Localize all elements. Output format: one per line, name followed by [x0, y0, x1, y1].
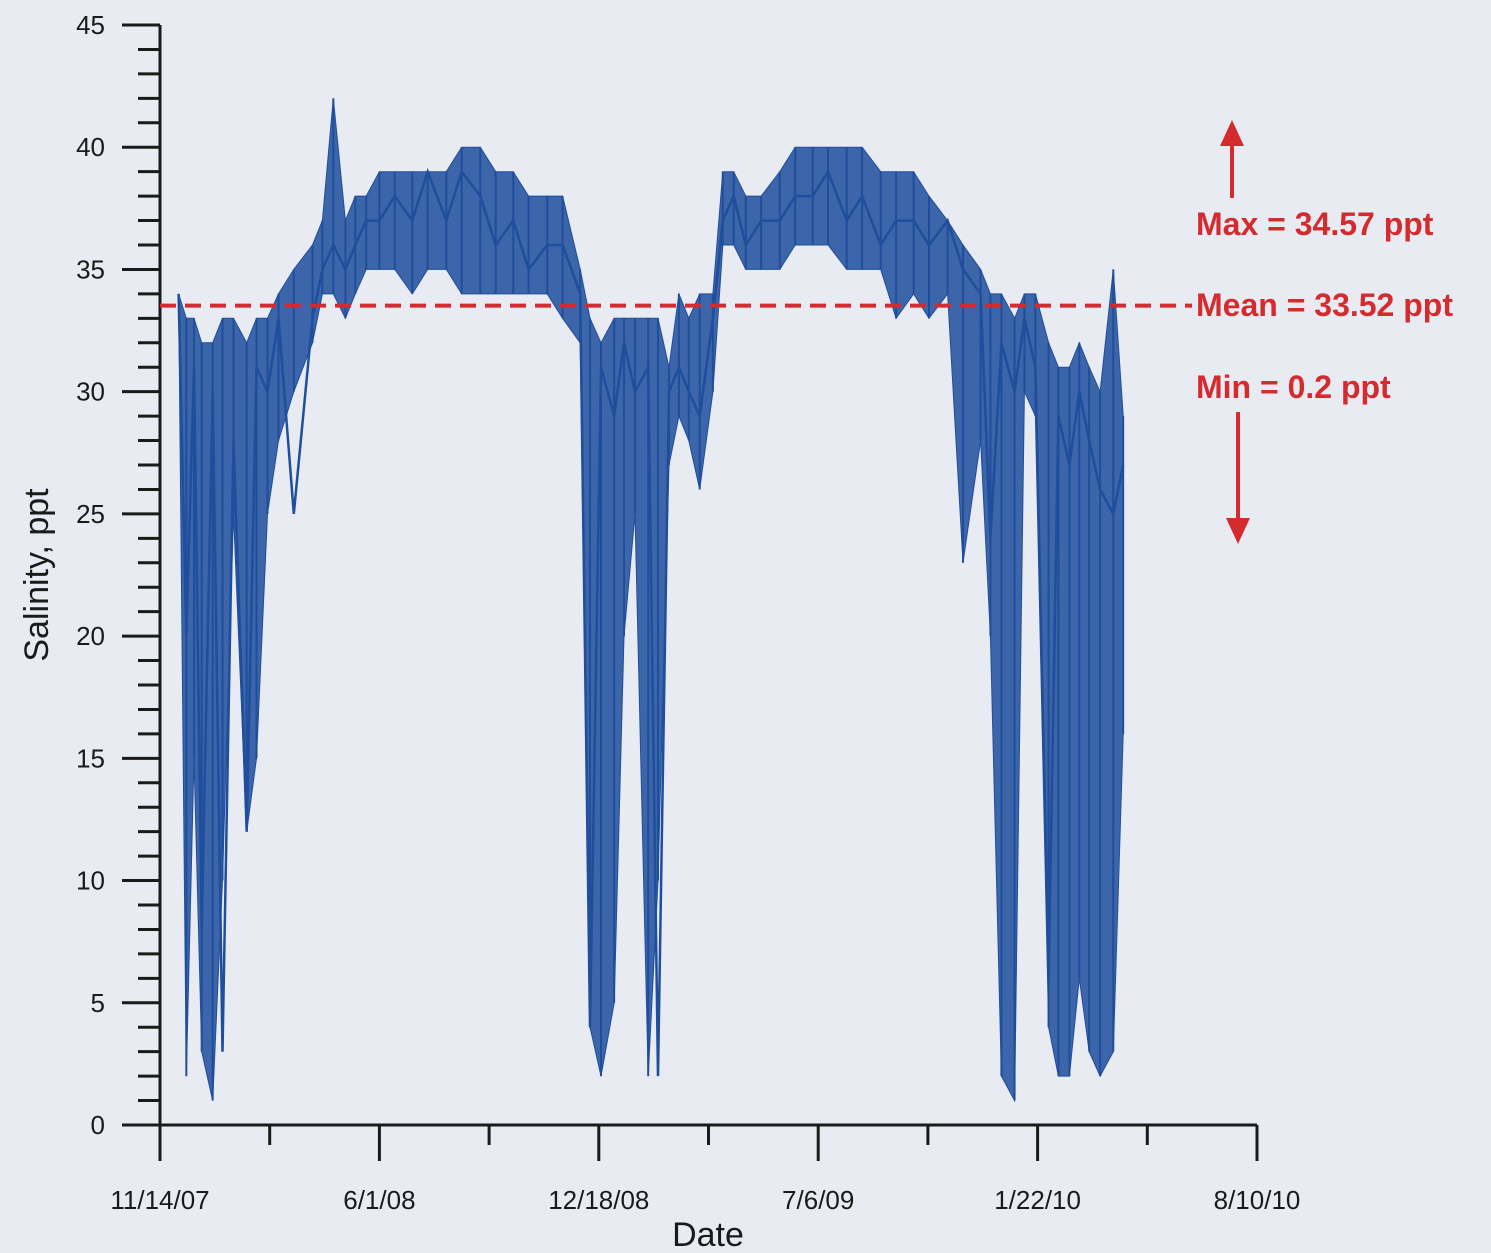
x-tick-label: 8/10/10: [1214, 1185, 1301, 1215]
min-arrowhead-icon: [1226, 518, 1250, 544]
x-axis: 11/14/07 6/1/08 12/18/08 7/6/09 1/22/10 8/10/…: [110, 1123, 1301, 1215]
max-arrowhead-icon: [1220, 120, 1244, 146]
x-tick-label: 12/18/08: [548, 1185, 649, 1215]
y-tick-label: 30: [76, 377, 105, 407]
series-line: [177, 167, 1125, 1077]
y-axis-title: Salinity, ppt: [18, 488, 56, 662]
max-annotation: Max = 34.57 ppt: [1196, 206, 1434, 242]
y-tick-label: 45: [76, 10, 105, 40]
y-tick-label: 35: [76, 254, 105, 284]
y-tick-label: 10: [76, 866, 105, 896]
y-tick-label: 5: [91, 988, 105, 1018]
y-tick-label: 40: [76, 132, 105, 162]
x-tick-label: 1/22/10: [994, 1185, 1081, 1215]
x-tick-label: 6/1/08: [343, 1185, 415, 1215]
x-tick-label: 11/14/07: [110, 1185, 209, 1215]
min-annotation: Min = 0.2 ppt: [1196, 369, 1391, 405]
y-tick-label: 25: [76, 499, 105, 529]
y-tick-label: 20: [76, 621, 105, 651]
y-tick-label: 0: [91, 1110, 105, 1140]
series-layer: [177, 98, 1125, 1103]
x-axis-title: Date: [672, 1216, 744, 1253]
y-axis: 0 5 10 15 20 25 30 35 40 45: [76, 10, 162, 1140]
mean-annotation: Mean = 33.52 ppt: [1196, 287, 1453, 323]
annotations: Max = 34.57 ppt Mean = 33.52 ppt Min = 0…: [1196, 120, 1453, 544]
x-tick-label: 7/6/09: [782, 1185, 854, 1215]
y-tick-label: 15: [76, 743, 105, 773]
